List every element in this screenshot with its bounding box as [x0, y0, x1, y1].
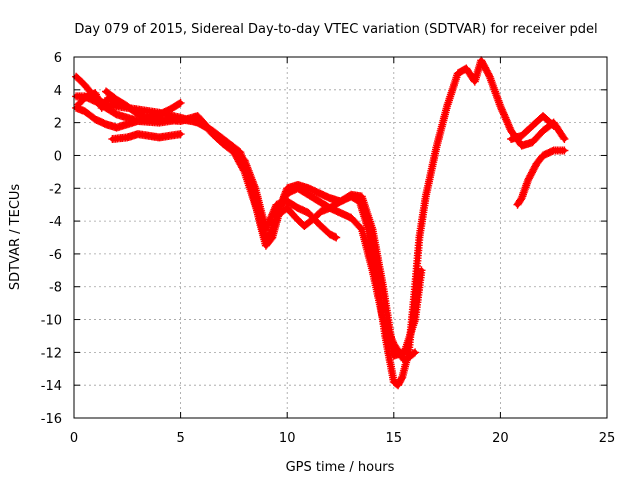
data-point-marker — [559, 133, 568, 142]
data-point-marker — [176, 130, 185, 139]
data-point-marker — [245, 170, 254, 179]
data-series — [108, 130, 185, 143]
data-point-marker — [560, 135, 569, 143]
x-tick-label: 5 — [176, 431, 184, 446]
data-point-marker — [332, 233, 341, 242]
data-point-marker — [249, 180, 258, 189]
x-tick-label: 10 — [279, 431, 296, 446]
y-tick-label: -4 — [49, 215, 62, 230]
y-tick-label: -8 — [49, 281, 62, 296]
data-series — [507, 112, 558, 143]
data-series — [102, 87, 185, 122]
data-point-marker — [411, 348, 420, 357]
y-tick-label: 4 — [54, 84, 62, 99]
data-point-marker — [549, 121, 558, 130]
data-point-marker — [241, 159, 250, 168]
y-tick-label: -14 — [41, 379, 62, 394]
y-tick-label: -6 — [49, 248, 62, 263]
axis-ticks: 0 5 10 15 20 25 -16 -14 -12 -10 -8 -6 -4 -2 0 2 4 6 — [41, 51, 616, 446]
y-tick-label: 6 — [54, 51, 62, 66]
y-axis-title: SDTVAR / TECUs — [8, 184, 23, 291]
data-point-marker — [548, 120, 557, 129]
data-point-marker — [247, 175, 256, 184]
data-point-marker — [409, 349, 418, 358]
plot-series — [72, 56, 569, 390]
data-point-marker — [560, 146, 569, 155]
data-point-marker — [243, 165, 252, 174]
data-series — [72, 103, 341, 242]
data-point-marker — [175, 99, 184, 108]
x-tick-label: 15 — [386, 431, 403, 446]
x-tick-label: 25 — [599, 431, 616, 446]
y-tick-label: -12 — [41, 346, 62, 361]
y-tick-label: 0 — [54, 149, 62, 164]
y-tick-label: -2 — [49, 182, 62, 197]
data-point-marker — [176, 98, 185, 107]
data-series — [272, 184, 420, 365]
chart-title: Day 079 of 2015, Sidereal Day-to-day VTE… — [74, 22, 597, 37]
plot-frame — [73, 56, 608, 419]
y-tick-label: -10 — [41, 314, 62, 329]
x-tick-label: 20 — [492, 431, 509, 446]
x-axis-title: GPS time / hours — [286, 460, 395, 475]
y-tick-label: -16 — [41, 412, 62, 427]
data-point-marker — [417, 266, 426, 275]
grid — [74, 57, 607, 418]
y-tick-label: 2 — [54, 117, 62, 132]
data-series — [513, 146, 569, 209]
x-tick-label: 0 — [70, 431, 78, 446]
